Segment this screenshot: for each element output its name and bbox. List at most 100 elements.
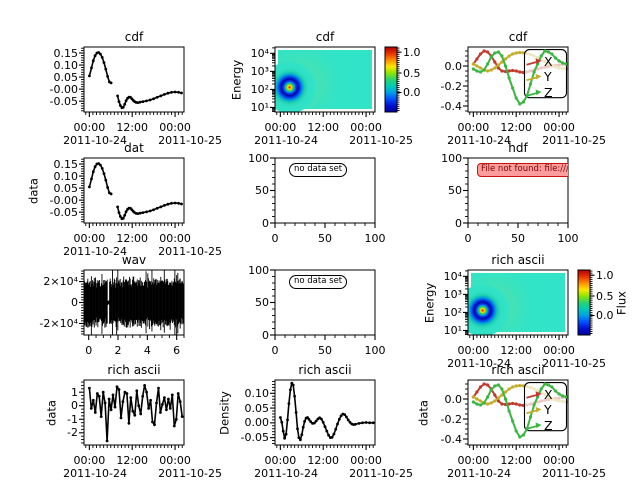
x-tick-label: 12:00 <box>116 454 149 467</box>
plot-title: dat <box>124 141 144 155</box>
x-tick-label: 0 <box>271 232 279 245</box>
y-tick-label: -0.05 <box>49 94 78 108</box>
colorbar <box>577 269 591 336</box>
plot-frame <box>467 269 569 336</box>
x-date-label: 2011-10-25 <box>349 467 414 480</box>
error-badge: File not found: file:///w <box>477 163 568 177</box>
panel-dat-line: dat 0.15 0.10 0.05 -0.00 -0.05 data 00:00 12:00 0… <box>26 142 222 257</box>
plot-canvas <box>463 269 595 340</box>
y-tick-label: 0.15 <box>53 157 79 171</box>
plot-frame <box>467 46 569 113</box>
panel-hdf-file-not-found: hdf 100 50 0 0 50 100 File not found: file:///w <box>441 142 578 244</box>
legend-arrow-icon <box>526 73 542 82</box>
y-tick-label: 10⁴ <box>443 269 462 283</box>
spectrogram-blob <box>468 284 509 335</box>
x-tick-label: 12:00 <box>500 121 533 134</box>
panel-richascii-line: rich ascii 1 0 -1 -2 data 00:00 12:00 00:00 2011-… <box>45 364 222 479</box>
x-tick-label: 00:00 <box>159 454 191 467</box>
y-tick-label: 50 <box>255 296 269 309</box>
x-date-label: 2011-10-25 <box>542 357 607 370</box>
legend-arrow-icon <box>526 422 542 430</box>
x-tick-label: 00:00 <box>264 121 297 134</box>
y-tick-label: 0.10 <box>244 386 270 400</box>
x-tick-label: 12:00 <box>116 232 149 245</box>
y-tick-label: 0 <box>71 296 78 309</box>
x-tick-label: 12:00 <box>500 454 533 467</box>
y-tick-label: 50 <box>448 184 462 197</box>
y-tick-label: 0.05 <box>53 181 79 195</box>
panel-no-data-1: 100 50 0 0 50 100 no data set <box>248 153 385 245</box>
plot-canvas <box>270 157 376 228</box>
plot-title: cdf <box>315 30 335 44</box>
x-date-label: 2011-10-25 <box>542 134 607 147</box>
plot-canvas <box>463 157 569 228</box>
y-tick-label: 10¹ <box>443 323 462 337</box>
series-Density <box>279 381 375 442</box>
colorbar-label: Flux <box>614 290 629 315</box>
y-tick-label: 10¹ <box>250 100 269 114</box>
y-tick-label: 0 <box>262 328 269 342</box>
x-tick-label: 00:00 <box>543 454 575 467</box>
colorbar-tick-label: 0.5 <box>596 289 614 303</box>
legend-arrow-icon <box>526 391 542 399</box>
legend-entry-label: Y <box>544 69 552 85</box>
y-tick-label: 100 <box>441 151 463 165</box>
y-tick-label: 0.0 <box>444 59 463 73</box>
x-date-label: 2011-10-24 <box>63 134 128 147</box>
x-tick-label: 00:00 <box>73 121 106 134</box>
x-date-label: 2011-10-24 <box>63 245 128 258</box>
y-tick-label: 10² <box>250 82 269 96</box>
colorbar-tick-label: 1.0 <box>403 45 421 59</box>
panel-cdf-line: cdf 0.15 0.10 0.05 -0.00 -0.05 00:00 12:00 00:00… <box>50 31 223 146</box>
x-date-label: 2011-10-25 <box>158 245 223 258</box>
y-tick-label: -0.00 <box>49 193 78 207</box>
y-tick-label: 0 <box>455 216 462 230</box>
y-axis-label: data <box>44 399 59 426</box>
series-data <box>88 162 183 221</box>
legend-entry-label: X <box>544 386 553 402</box>
plot-canvas <box>270 269 376 340</box>
y-tick-label: 50 <box>255 184 269 197</box>
waveform <box>84 270 184 335</box>
plot-canvas <box>79 379 185 450</box>
colorbar-tick-label: 0.0 <box>403 86 421 99</box>
x-tick-label: 0 <box>271 344 279 357</box>
colorbar-tick-label: 0.5 <box>403 66 421 80</box>
y-tick-label: 0.15 <box>53 46 79 60</box>
legend-arrow-icon <box>526 406 542 415</box>
plot-title: rich ascii <box>491 363 545 377</box>
x-tick-label: 00:00 <box>159 121 191 134</box>
no-data-badge: no data set <box>289 163 348 177</box>
x-tick-label: 4 <box>143 344 151 357</box>
y-tick-label: 0.10 <box>53 58 79 72</box>
x-tick-label: 00:00 <box>73 454 106 467</box>
series-data <box>88 384 184 443</box>
legend-entry-label: X <box>544 53 553 69</box>
x-tick-label: 12:00 <box>307 454 340 467</box>
plot-frame <box>274 379 376 446</box>
badge-clip-area: no data set <box>275 270 375 335</box>
x-tick-label: 0 <box>464 232 472 245</box>
y-tick-label: 100 <box>248 263 270 277</box>
y-tick-label: -0.2 <box>440 79 462 93</box>
y-tick-label: 10² <box>443 305 462 319</box>
colorbar-tick-label: 1.0 <box>596 268 614 282</box>
x-tick-label: 6 <box>173 344 181 357</box>
plot-title: rich ascii <box>298 363 352 377</box>
y-axis-label: data <box>25 177 40 204</box>
legend-entry-label: Y <box>544 402 552 418</box>
plot-canvas <box>270 379 376 450</box>
series-data <box>88 51 183 110</box>
badge-clip-area: File not found: file:///w <box>468 158 568 223</box>
plot-title: cdf <box>508 30 528 44</box>
y-tick-label: -0.4 <box>440 432 462 446</box>
panel-richascii-spectrogram: rich ascii 10⁴ 10³ 10² 10¹ Energy 00:00 12:00 00… <box>422 254 628 369</box>
plot-frame <box>467 379 569 446</box>
x-tick-label: 100 <box>364 344 386 357</box>
y-axis-label: Energy <box>229 59 244 100</box>
x-tick-label: 50 <box>511 232 525 245</box>
plot-title: hdf <box>508 141 528 155</box>
y-axis-label: Density <box>216 390 231 435</box>
